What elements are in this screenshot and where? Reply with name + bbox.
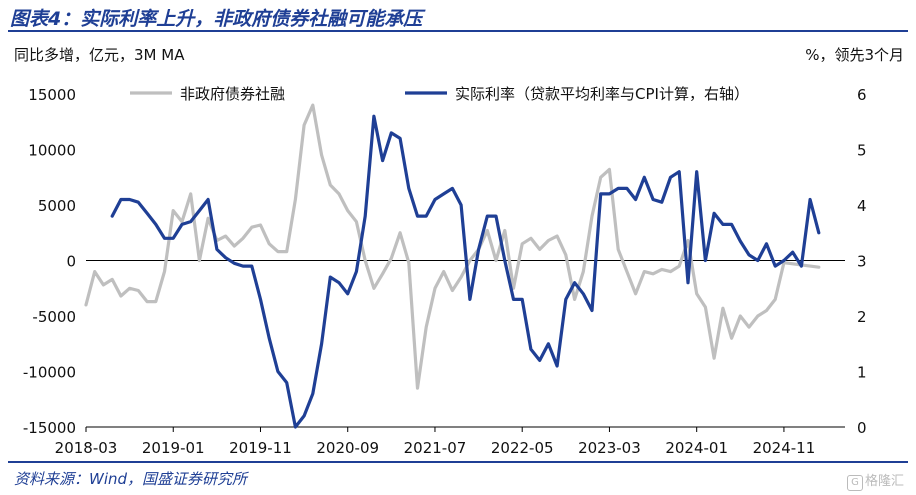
x-tick-label: 2024-01 [665,439,728,457]
legend-label: 实际利率（贷款平均利率与CPI计算，右轴） [455,85,749,103]
axes-group: 15000 10000 5000 0 -5000 -10000 -15000 6 5 4 3 2 1 0 2… [23,86,867,457]
x-tick-label: 2019-01 [142,439,205,457]
title-divider [8,30,908,32]
left-tick-label: 0 [66,253,76,271]
left-tick-label: 5000 [38,197,76,215]
right-tick-label: 2 [857,308,867,326]
left-tick-label: -10000 [23,364,76,382]
legend-group: 非政府债券社融 实际利率（贷款平均利率与CPI计算，右轴） [130,85,749,103]
x-tick-label: 2019-11 [229,439,292,457]
right-tick-label: 4 [857,197,867,215]
source-note: 资料来源：Wind，国盛证券研究所 [14,470,248,488]
series-group [84,103,821,429]
right-axis-unit-note: %，领先3个月 [805,46,904,64]
right-tick-label: 3 [857,253,867,271]
x-tick-label: 2023-03 [578,439,641,457]
left-tick-label: -15000 [23,419,76,437]
left-tick-label: 15000 [28,86,76,104]
right-tick-label: 0 [857,419,867,437]
left-tick-label: -5000 [32,308,76,326]
series-line-real-interest-rate [110,114,821,429]
right-tick-label: 1 [857,364,867,382]
legend-label: 非政府债券社融 [180,85,285,103]
x-tick-label: 2024-11 [753,439,816,457]
watermark-text: 格隆汇 [864,474,904,489]
series-line-social-financing [84,103,821,390]
watermark-icon: G [846,475,863,491]
left-tick-label: 10000 [28,142,76,160]
x-tick-label: 2022-05 [491,439,554,457]
chart-title: 图表4：实际利率上升，非政府债券社融可能承压 [10,8,423,30]
x-tick-label: 2018-03 [55,439,118,457]
footer-divider [8,461,908,463]
title-bar: 图表4：实际利率上升，非政府债券社融可能承压 [0,0,916,34]
right-tick-label: 6 [857,86,867,104]
x-tick-label: 2021-07 [404,439,467,457]
left-axis-unit-note: 同比多增，亿元，3M MA [14,46,185,64]
right-tick-label: 5 [857,142,867,160]
x-tick-label: 2020-09 [316,439,379,457]
watermark: G 格隆汇 [846,470,904,491]
